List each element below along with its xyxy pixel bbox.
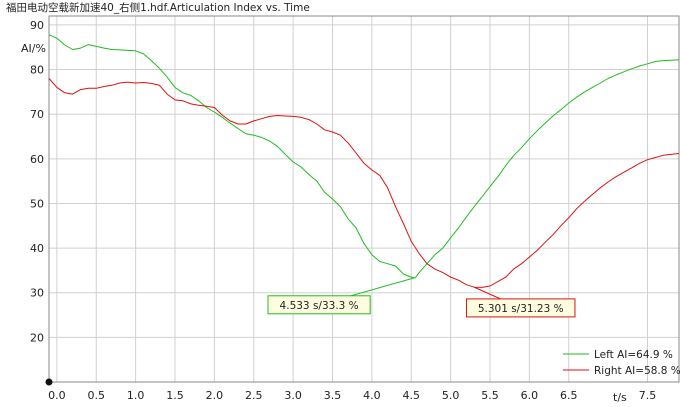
series-lines — [48, 34, 680, 288]
y-tick-label: 50 — [30, 197, 44, 210]
x-tick-label: 6.0 — [521, 389, 539, 402]
y-tick-label: 60 — [30, 153, 44, 166]
legend-label-right: Right AI=58.8 % — [594, 365, 680, 377]
x-tick-label: 7.5 — [639, 389, 657, 402]
x-tick-label: 0.0 — [48, 389, 66, 402]
x-tick-label: 4.0 — [363, 389, 381, 402]
legend[interactable]: Left AI=64.9 % Right AI=58.8 % — [563, 349, 680, 377]
series-line-0 — [48, 34, 680, 279]
x-tick-label: 3.0 — [284, 389, 302, 402]
y-tick-label: 90 — [30, 19, 44, 32]
x-tick-label: 1.0 — [127, 389, 145, 402]
y-tick-label: 80 — [30, 64, 44, 77]
axis-ticks: 0.0 0.5 1.0 1.5 2.0 2.5 3.0 3.5 4.0 4.5 5.0 5.5 6.0 6… — [30, 19, 656, 402]
origin-marker — [45, 378, 53, 386]
x-tick-label: 0.5 — [88, 389, 106, 402]
y-tick-label: 40 — [30, 242, 44, 255]
y-axis-label: AI/% — [21, 42, 46, 55]
x-tick-label: 3.5 — [324, 389, 342, 402]
series-line-1 — [48, 78, 680, 288]
x-tick-label: 5.5 — [481, 389, 499, 402]
annotation-box-0 — [267, 295, 371, 315]
x-tick-label: 2.5 — [245, 389, 263, 402]
x-tick-label: 6.5 — [560, 389, 578, 402]
x-tick-label: 2.0 — [206, 389, 224, 402]
chart-title: 福田电动空载新加速40_右侧1.hdf.Articulation Index v… — [6, 1, 310, 14]
x-axis-label: t/s — [613, 391, 627, 404]
annotation-label-1: 5.301 s/31.23 % — [478, 303, 564, 315]
annotation-label-0: 4.533 s/33.3 % — [280, 300, 359, 312]
x-tick-label: 4.5 — [403, 389, 421, 402]
y-tick-label: 20 — [30, 331, 44, 344]
grid — [49, 16, 679, 382]
annotations: 4.533 s/33.3 % 5.301 s/31.23 % — [267, 277, 576, 318]
plot-frame — [48, 15, 680, 383]
x-tick-label: 1.5 — [166, 389, 184, 402]
y-tick-label: 30 — [30, 287, 44, 300]
y-tick-label: 70 — [30, 108, 44, 121]
legend-label-left: Left AI=64.9 % — [594, 349, 673, 361]
x-tick-label: 5.0 — [442, 389, 460, 402]
annotation-box-1 — [465, 298, 576, 318]
